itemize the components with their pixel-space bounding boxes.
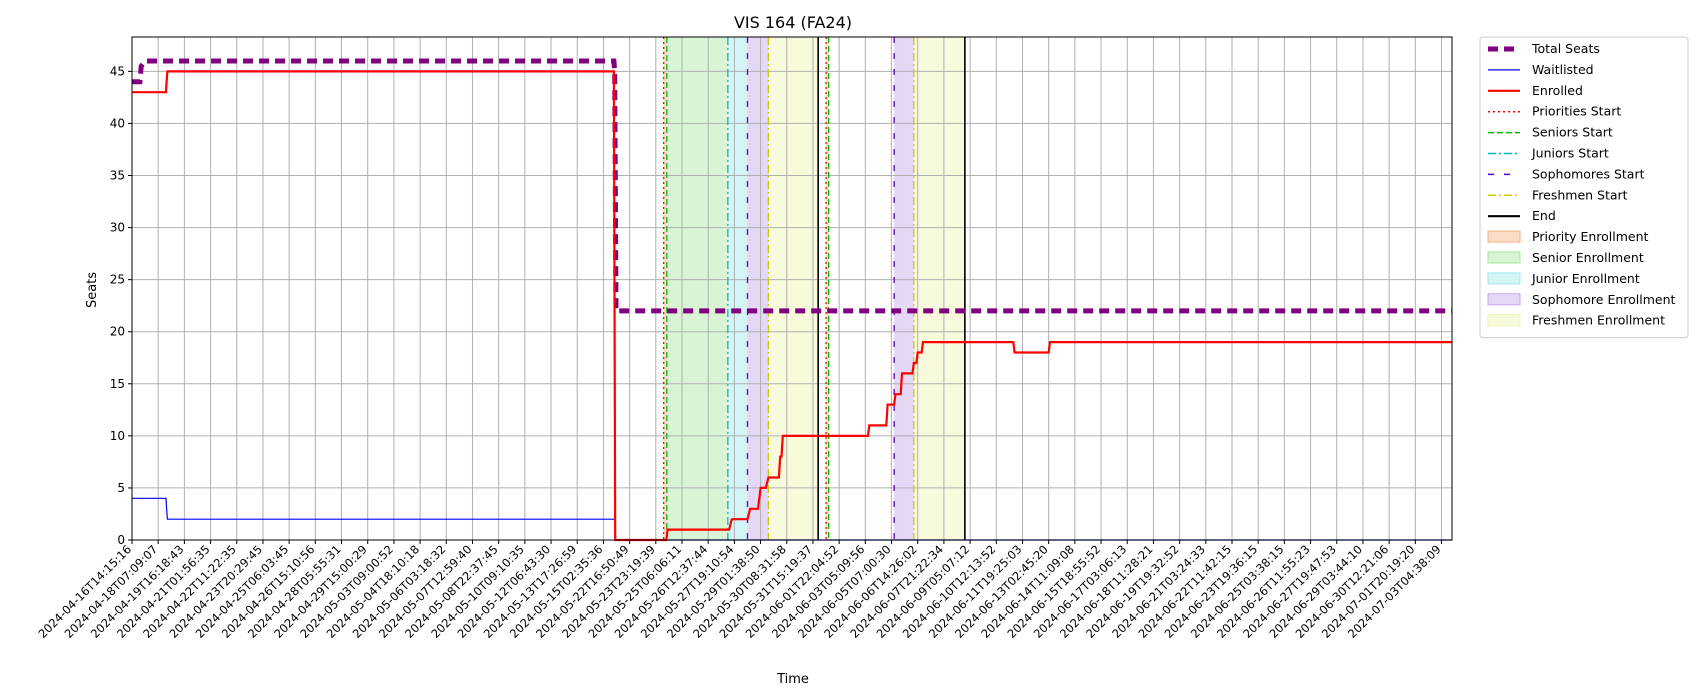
legend-label: Priorities Start [1532, 104, 1621, 119]
x-axis-label: Time [776, 672, 809, 687]
legend-item: Sophomore Enrollment [1487, 292, 1676, 307]
plot-frame [131, 36, 1453, 541]
legend-item: Freshmen Enrollment [1487, 313, 1665, 328]
legend: Total Seats Waitlisted Enrolled Priorities … [1479, 36, 1689, 339]
legend-swatch [1487, 251, 1521, 264]
y-tick-label: 45 [110, 64, 125, 78]
y-axis-ticks: 0 5 10 15 20 25 30 35 40 45 [110, 64, 132, 547]
legend-label: Senior Enrollment [1532, 250, 1644, 265]
phase-start-lines [663, 37, 966, 540]
legend-swatch [1487, 230, 1521, 243]
span-senior-enrollment [666, 37, 728, 540]
legend-item: Sophomores Start [1488, 166, 1645, 181]
legend-item: Senior Enrollment [1487, 250, 1644, 265]
y-tick-label: 20 [110, 325, 125, 339]
legend-box [1479, 36, 1689, 339]
legend-item: Freshmen Start [1488, 187, 1628, 202]
y-tick-label: 0 [117, 533, 125, 547]
y-tick-label: 15 [110, 377, 125, 391]
legend-label: Priority Enrollment [1532, 229, 1649, 244]
y-tick-label: 40 [110, 116, 125, 130]
enrollment-spans [663, 37, 965, 540]
y-axis-label: Seats [85, 272, 100, 308]
legend-label: Freshmen Enrollment [1532, 313, 1665, 328]
legend-item: Waitlisted [1488, 62, 1594, 77]
y-tick-label: 5 [117, 481, 125, 495]
legend-label: End [1532, 208, 1556, 223]
legend-item: Juniors Start [1488, 146, 1609, 161]
span-priority-enrollment [826, 37, 829, 540]
y-tick-label: 25 [110, 273, 125, 287]
legend-label: Junior Enrollment [1531, 271, 1640, 286]
legend-label: Seniors Start [1532, 125, 1613, 140]
series-enrolled [132, 70, 1452, 542]
series-total-seats [132, 58, 1452, 314]
span-junior-enrollment [727, 37, 748, 540]
legend-label: Total Seats [1531, 41, 1600, 56]
legend-item: Enrolled [1488, 83, 1583, 98]
legend-label: Sophomores Start [1532, 166, 1645, 181]
legend-swatch [1487, 272, 1521, 285]
legend-label: Juniors Start [1531, 146, 1609, 161]
span-freshmen-enrollment [768, 37, 819, 540]
legend-item: Priority Enrollment [1487, 229, 1649, 244]
span-sophomore-enrollment [894, 37, 914, 540]
legend-item: Junior Enrollment [1487, 271, 1640, 286]
legend-item: Total Seats [1488, 41, 1600, 56]
y-tick-label: 35 [110, 169, 125, 183]
y-tick-label: 30 [110, 221, 125, 235]
span-freshmen-enrollment [913, 37, 965, 540]
span-priority-enrollment [663, 37, 667, 540]
legend-label: Enrolled [1532, 83, 1583, 98]
span-sophomore-enrollment [747, 37, 769, 540]
legend-label: Waitlisted [1532, 62, 1594, 77]
legend-item: Priorities Start [1488, 104, 1621, 119]
legend-label: Freshmen Start [1532, 187, 1628, 202]
legend-swatch [1487, 293, 1521, 306]
legend-item: End [1488, 208, 1556, 223]
chart-title: VIS 164 (FA24) [734, 13, 852, 32]
legend-swatch [1487, 314, 1521, 327]
y-tick-label: 10 [110, 429, 125, 443]
legend-item: Seniors Start [1488, 125, 1613, 140]
legend-label: Sophomore Enrollment [1532, 292, 1676, 307]
